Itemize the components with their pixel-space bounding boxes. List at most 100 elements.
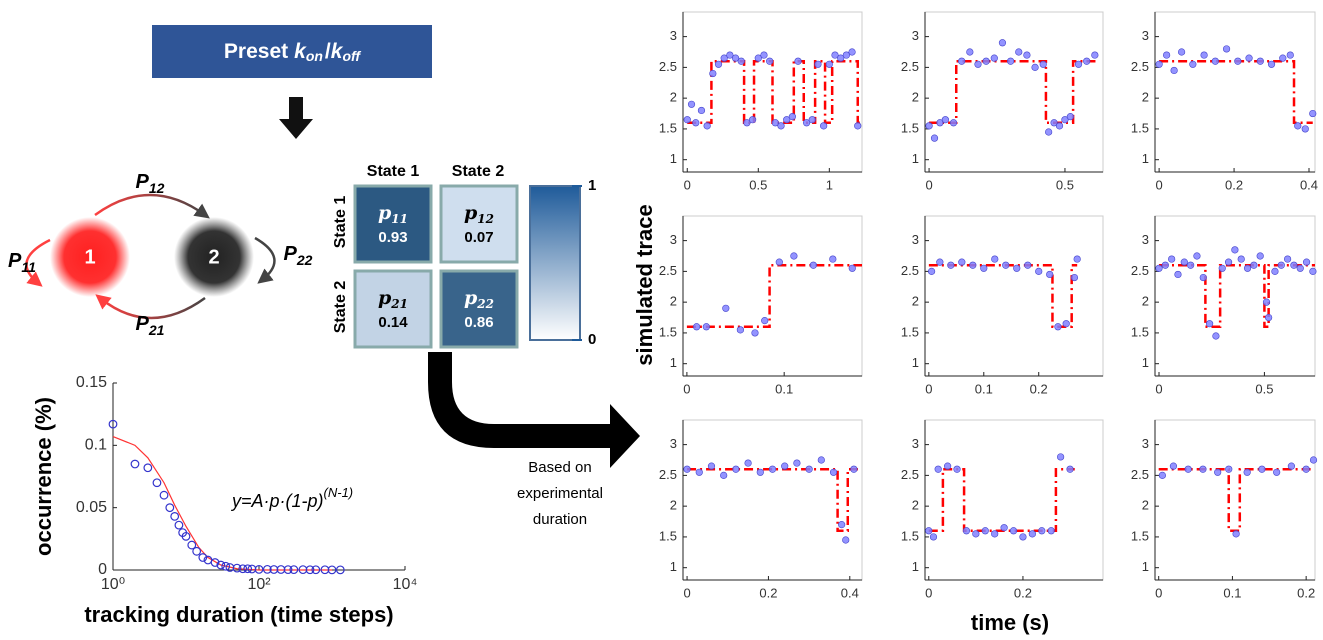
transition-label: P12 — [136, 171, 165, 195]
data-point — [771, 119, 779, 127]
data-point — [1047, 527, 1055, 535]
data-point — [165, 503, 175, 513]
data-point — [981, 527, 989, 535]
data-point — [990, 54, 998, 62]
data-point — [1218, 264, 1226, 272]
data-point — [1009, 527, 1018, 535]
data-point — [707, 462, 716, 470]
data-point — [216, 560, 226, 570]
x-tick-label: 0.2 — [759, 585, 777, 600]
y-tick-label: 2 — [1142, 90, 1149, 105]
data-point — [825, 60, 833, 68]
note-line: duration — [533, 511, 587, 528]
x-tick-label: 0.4 — [841, 585, 859, 600]
y-tick-label: 2 — [912, 90, 919, 105]
data-point — [1158, 471, 1166, 479]
cell-symbol: p22 — [464, 287, 494, 311]
y-tick-label: 3 — [670, 436, 677, 451]
y-tick-label: 2 — [912, 498, 919, 513]
y-tick-label: 2.5 — [659, 467, 677, 482]
y-tick-label: 1.5 — [1131, 120, 1149, 135]
data-point — [305, 565, 315, 575]
symbol: p — [378, 202, 392, 224]
data-point — [683, 465, 691, 473]
label-part: P — [136, 313, 150, 335]
y-tick-label: 1 — [670, 559, 677, 574]
y-tick-label: 1.5 — [659, 528, 677, 543]
data-point — [1002, 261, 1010, 269]
x-tick-label: 1 — [826, 177, 833, 192]
x-tick-label: 0.5 — [1255, 381, 1273, 396]
data-point — [925, 527, 933, 535]
data-point — [1294, 122, 1302, 130]
series-line — [1159, 263, 1315, 329]
plot-frame — [682, 419, 863, 581]
data-point — [1174, 270, 1182, 279]
data-point — [1262, 298, 1271, 306]
data-point — [1256, 252, 1264, 260]
fit-equation: y=A·p·(1-p)(N-1) — [230, 485, 353, 510]
data-point — [1155, 60, 1163, 68]
data-point — [720, 471, 728, 479]
y-tick-label: 2 — [670, 498, 677, 513]
data-point — [809, 261, 817, 269]
y-tick-label: 3 — [912, 28, 919, 43]
data-point — [1205, 320, 1214, 328]
series-line — [928, 467, 1075, 533]
x-axis-label: tracking duration (time steps) — [84, 602, 393, 627]
data-point — [736, 326, 744, 334]
row-header: State 2 — [332, 281, 349, 334]
data-point — [1193, 252, 1201, 260]
data-point — [794, 57, 802, 65]
data-point — [1187, 261, 1195, 269]
cell-symbol: p12 — [464, 202, 494, 226]
y-tick-label: 1.5 — [1131, 528, 1149, 543]
x-tick-label: 0.2 — [1030, 381, 1048, 396]
y-tick-label: 2.5 — [1131, 263, 1149, 278]
state-label: 2 — [208, 246, 219, 268]
data-point — [820, 122, 828, 130]
data-point — [714, 60, 723, 68]
data-point — [802, 119, 811, 127]
matrix-cell — [439, 269, 519, 349]
x-tick-label: 0 — [683, 585, 690, 600]
cell-symbol: p11 — [378, 202, 408, 226]
y-tick-label: 2.5 — [901, 467, 919, 482]
data-point — [1271, 267, 1279, 275]
y-tick-label: 1.5 — [901, 324, 919, 339]
data-point — [1013, 264, 1021, 272]
data-point — [934, 465, 942, 473]
data-point — [1007, 57, 1015, 65]
plot-frame — [682, 215, 863, 377]
x-tick-label: 0.5 — [749, 177, 767, 192]
data-point — [756, 468, 764, 476]
data-point — [1301, 125, 1309, 133]
data-point — [790, 252, 798, 260]
x-tick-label: 0.5 — [1056, 177, 1074, 192]
data-point — [1028, 530, 1036, 538]
data-point — [974, 60, 982, 68]
data-point — [1309, 109, 1317, 118]
equation-exponent: (N-1) — [324, 485, 354, 500]
data-point — [732, 465, 740, 473]
plot-frame — [924, 419, 1104, 581]
data-point — [1083, 57, 1091, 65]
data-point — [1302, 465, 1310, 473]
data-point — [944, 462, 952, 470]
data-point — [743, 119, 751, 127]
data-point — [929, 533, 938, 541]
x-tick-label: 10² — [247, 576, 271, 593]
data-point — [1055, 122, 1064, 130]
y-tick-label: 1 — [1142, 355, 1149, 370]
data-point — [1054, 323, 1062, 331]
data-point — [925, 122, 933, 130]
column-header: State 2 — [452, 163, 505, 180]
x-tick-label: 0.1 — [1223, 585, 1241, 600]
plot-frame — [924, 11, 1104, 173]
data-point — [1273, 468, 1281, 476]
y-tick-label: 2 — [670, 294, 677, 309]
cell-value: 0.93 — [378, 229, 407, 246]
label-part: 12 — [149, 180, 165, 196]
data-point — [1178, 48, 1186, 56]
data-point — [1225, 465, 1233, 473]
